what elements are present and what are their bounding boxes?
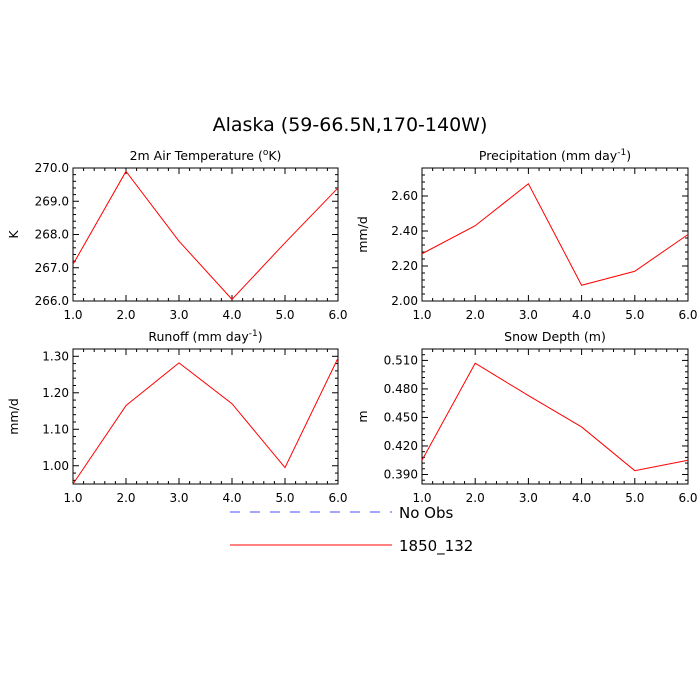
x-tick-label: 2.0 (116, 308, 135, 322)
y-tick-label: 0.390 (384, 467, 418, 481)
series-line-1850_132 (421, 362, 689, 472)
plot-frame (72, 167, 339, 302)
y-axis-label: mm/d (355, 216, 370, 253)
series-line-1850_132 (72, 170, 339, 301)
x-tick-label: 5.0 (625, 491, 644, 505)
y-tick-label: 270.0 (35, 161, 69, 175)
figure-title: Alaska (59-66.5N,170-140W) (213, 114, 488, 136)
plot-frame (421, 348, 689, 485)
x-tick-label: 6.0 (328, 491, 347, 505)
x-tick-label: 5.0 (275, 308, 294, 322)
x-tick-label: 1.0 (412, 491, 431, 505)
x-tick-label: 6.0 (678, 491, 697, 505)
y-tick-label: 267.0 (35, 261, 69, 275)
legend-label-1: No Obs (399, 504, 453, 522)
series-line-1850_132 (72, 357, 339, 485)
x-tick-label: 6.0 (678, 308, 697, 322)
x-tick-label: 2.0 (466, 308, 485, 322)
y-tick-label: 1.20 (42, 386, 69, 400)
x-tick-label: 4.0 (222, 491, 241, 505)
y-axis-label: m (355, 410, 370, 422)
x-tick-label: 2.0 (116, 491, 135, 505)
legend: No Obs 1850_132 (230, 504, 473, 556)
x-tick-label: 5.0 (275, 491, 294, 505)
x-tick-label: 4.0 (572, 491, 591, 505)
y-tick-label: 2.60 (391, 189, 418, 203)
panel-4: Snow Depth (m) m 1.0 2.0 3.0 4.0 5.0 6.0 0.390 0.… (355, 329, 698, 505)
y-tick-label: 0.450 (384, 410, 418, 424)
x-tick-label: 3.0 (169, 308, 188, 322)
x-tick-label: 3.0 (169, 491, 188, 505)
x-tick-label: 2.0 (466, 491, 485, 505)
panel-title: Snow Depth (m) (504, 329, 606, 344)
y-tick-label: 2.40 (391, 224, 418, 238)
series-line-1850_132 (421, 182, 689, 286)
panel-title: Runoff (mm day-1) (148, 329, 262, 344)
legend-label-2: 1850_132 (399, 537, 473, 556)
x-tick-label: 1.0 (412, 308, 431, 322)
x-tick-label: 4.0 (572, 308, 591, 322)
x-tick-label: 1.0 (63, 308, 82, 322)
y-tick-label: 2.20 (391, 259, 418, 273)
y-tick-label: 2.00 (391, 294, 418, 308)
y-axis-label: mm/d (6, 398, 21, 435)
y-tick-label: 0.510 (384, 353, 418, 367)
panel-1: 2m Air Temperature (oK) K 1.0 2.0 3.0 4.0 5.0 6… (6, 148, 348, 322)
x-tick-label: 3.0 (519, 308, 538, 322)
y-tick-label: 1.00 (42, 459, 69, 473)
panels: 2m Air Temperature (oK) K 1.0 2.0 3.0 4.0 5.0 6… (6, 148, 698, 505)
x-tick-label: 6.0 (328, 308, 347, 322)
y-tick-label: 1.10 (42, 422, 69, 436)
panel-title: 2m Air Temperature (oK) (130, 148, 282, 163)
x-tick-label: 3.0 (519, 491, 538, 505)
plot-frame (72, 348, 339, 485)
panel-3: Runoff (mm day-1) mm/d 1.0 2.0 3.0 4.0 5.0 6.0 1… (6, 329, 348, 505)
y-axis-label: K (6, 230, 21, 239)
y-tick-label: 1.30 (42, 349, 69, 363)
panel-2: Precipitation (mm day-1) mm/d 1.0 2.0 3.0 4.0… (355, 148, 698, 322)
x-tick-label: 5.0 (625, 308, 644, 322)
x-tick-label: 1.0 (63, 491, 82, 505)
panel-title: Precipitation (mm day-1) (479, 148, 631, 163)
y-tick-label: 0.480 (384, 382, 418, 396)
y-tick-label: 0.420 (384, 439, 418, 453)
x-tick-label: 4.0 (222, 308, 241, 322)
y-tick-label: 269.0 (35, 194, 69, 208)
y-tick-label: 266.0 (35, 294, 69, 308)
y-tick-label: 268.0 (35, 228, 69, 242)
